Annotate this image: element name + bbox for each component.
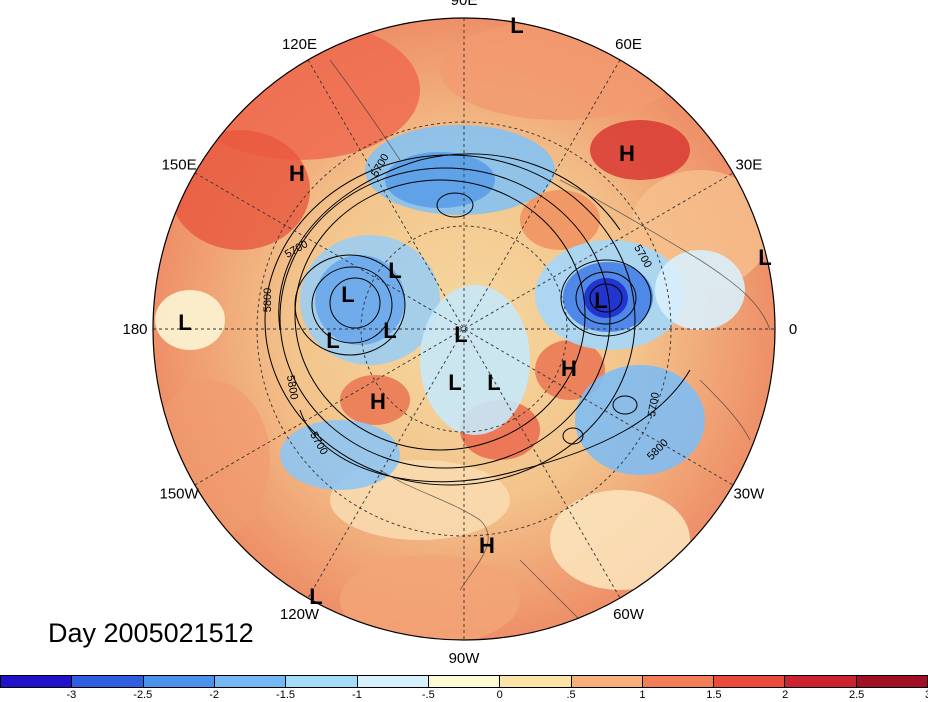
colorbar-tick-label: -3 (66, 689, 77, 701)
colorbar-tick-label: 0 (496, 689, 503, 701)
lon-label: 60W (613, 606, 645, 623)
colorbar-box (785, 676, 857, 687)
colorbar-box (214, 676, 287, 687)
low-pressure-marker: L (454, 322, 467, 347)
lon-label: 120E (282, 36, 317, 53)
low-pressure-marker: L (448, 370, 461, 395)
colorbar-box (72, 676, 144, 687)
colorbar-tick-label: .5 (566, 689, 576, 701)
contour-label: 5700 (646, 391, 662, 417)
lon-label: 90W (449, 650, 481, 667)
graticule (153, 18, 775, 640)
lon-label: 60E (615, 36, 642, 53)
colorbar-tick-label: -2 (209, 689, 220, 701)
lon-label: 30E (736, 157, 763, 174)
low-pressure-marker: L (487, 370, 500, 395)
colorbar-box (714, 676, 786, 687)
contour-label: 5800 (284, 374, 300, 400)
colorbar-boxes (0, 675, 928, 688)
colorbar-tick-label: -1.5 (276, 689, 296, 701)
colorbar-tick-labels: -3 -2.5 -2 -1.5 -1 -.5 0 .5 1 1.5 2 2.5 3 (0, 688, 928, 702)
lon-label: 150E (162, 157, 197, 174)
colorbar-box (1, 676, 73, 687)
low-pressure-marker: L (341, 282, 354, 307)
lon-label: 90E (451, 0, 478, 9)
lon-label: 120W (280, 606, 320, 623)
colorbar: -3 -2.5 -2 -1.5 -1 -.5 0 .5 1 1.5 2 2.5 3 (0, 675, 928, 702)
lon-label: 30W (733, 486, 765, 503)
low-pressure-marker: L (309, 584, 322, 609)
colorbar-box (856, 676, 928, 687)
map-border (152, 17, 776, 641)
colorbar-box (357, 676, 429, 687)
colorbar-tick-label: 1.5 (706, 689, 722, 701)
day-label: Day 2005021512 (48, 618, 254, 648)
colorbar-box (571, 676, 643, 687)
low-pressure-marker: L (510, 13, 523, 38)
colorbar-tick-label: 2 (782, 689, 789, 701)
colorbar-tick-label: -2.5 (133, 689, 153, 701)
colorbar-box (286, 676, 358, 687)
colorbar-box (642, 676, 715, 687)
colorbar-tick-label: 2.5 (848, 689, 865, 701)
contour-label: 5800 (262, 288, 274, 312)
lon-label: 180 (122, 321, 147, 338)
low-pressure-marker: L (178, 310, 191, 335)
colorbar-box (500, 676, 572, 687)
low-pressure-marker: L (594, 288, 607, 313)
high-pressure-marker: H (370, 389, 386, 414)
low-pressure-marker: L (388, 258, 401, 283)
low-pressure-marker: L (758, 245, 771, 270)
height-contours (264, 153, 691, 486)
colorbar-tick-label: -.5 (421, 689, 435, 701)
high-pressure-marker: H (289, 161, 305, 186)
low-pressure-marker: L (383, 318, 396, 343)
high-pressure-marker: H (619, 141, 635, 166)
colorbar-tick-label: 1 (639, 689, 646, 701)
lon-label: 0 (789, 321, 797, 338)
longitude-labels: 90E 60E 30E 0 30W 60W 90W 120W 150W 180 150E 120E (122, 0, 797, 667)
high-pressure-marker: H (479, 533, 495, 558)
polar-map: 90E 60E 30E 0 30W 60W 90W 120W 150W 180 150E 120E 5… (122, 0, 797, 667)
colorbar-box (428, 676, 501, 687)
colorbar-box (143, 676, 215, 687)
colorbar-tick-label: -1 (352, 689, 362, 701)
colorbar-tick-label: 3 (925, 689, 928, 701)
high-pressure-marker: H (561, 356, 577, 381)
low-pressure-marker: L (326, 328, 339, 353)
lon-label: 150W (160, 486, 200, 503)
